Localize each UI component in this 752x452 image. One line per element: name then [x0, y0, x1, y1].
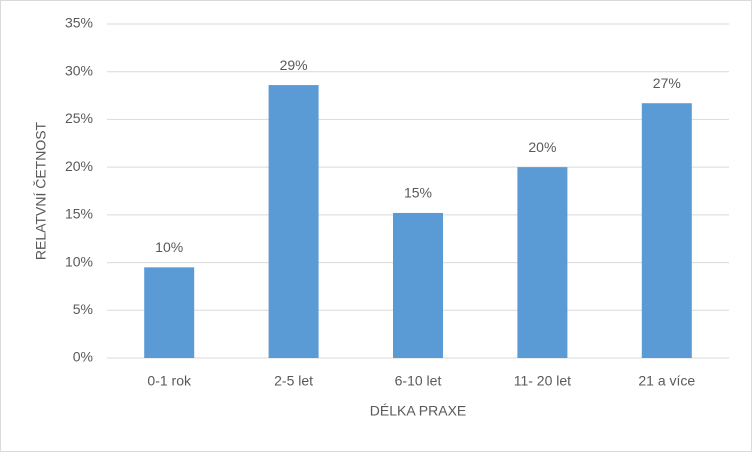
value-label: 10% [155, 239, 183, 255]
y-tick-label: 20% [65, 158, 93, 174]
value-label: 29% [280, 57, 308, 73]
x-tick-label: 0-1 rok [147, 373, 192, 389]
y-tick-label: 10% [65, 253, 93, 269]
value-label: 27% [653, 75, 681, 91]
bar [393, 212, 443, 358]
x-tick-label: 21 a více [638, 373, 695, 389]
y-tick-label: 35% [65, 15, 93, 31]
y-tick-label: 5% [73, 301, 93, 317]
x-tick-label: 11- 20 let [514, 373, 571, 389]
y-axis-title: RELATVNÍ ČETNOST [33, 121, 49, 260]
value-label: 15% [404, 185, 432, 201]
y-tick-label: 30% [65, 62, 93, 78]
value-label: 20% [528, 139, 556, 155]
bar [268, 85, 319, 359]
x-tick-label: 2-5 let [274, 373, 313, 389]
bar [144, 267, 195, 358]
bar [641, 103, 692, 358]
y-tick-label: 15% [65, 206, 93, 222]
y-tick-label: 0% [73, 349, 93, 365]
x-tick-label: 6-10 let [395, 373, 442, 389]
x-axis-title: DÉLKA PRAXE [370, 403, 467, 419]
bar [517, 167, 568, 358]
y-tick-label: 25% [65, 110, 93, 126]
